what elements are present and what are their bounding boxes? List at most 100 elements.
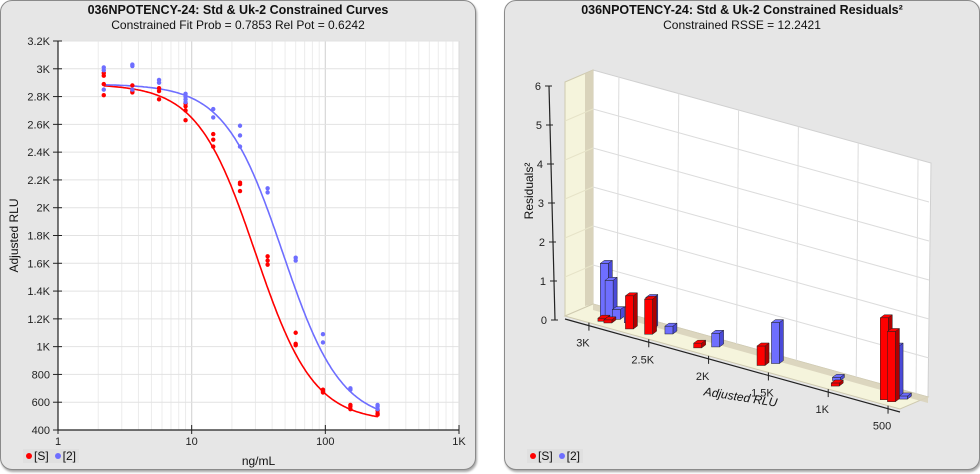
data-point <box>101 87 106 92</box>
x-tick-label: 1K <box>452 436 466 448</box>
red-dot-icon <box>26 453 32 459</box>
x-tick-label: 10 <box>186 436 198 448</box>
curves-chart-panel: 036NPOTENCY-24: Std & Uk-2 Constrained C… <box>0 0 476 470</box>
residual-bar <box>604 280 614 318</box>
y-tick-label: 3.2K <box>27 36 50 48</box>
legend-item-unknown-2[interactable]: [2] <box>558 449 581 463</box>
residual-bar <box>830 382 840 387</box>
data-point <box>293 343 298 348</box>
data-point <box>265 254 270 259</box>
y-tick-label: 1K <box>37 342 51 354</box>
legend-item-unknown-2[interactable]: [2] <box>54 449 77 463</box>
data-point <box>293 258 298 263</box>
curves-legend: [S] [2] <box>23 449 80 463</box>
side-wall-shade <box>585 70 593 306</box>
data-point <box>183 104 188 109</box>
data-point <box>183 99 188 105</box>
curves-chart-title: 036NPOTENCY-24: Std & Uk-2 Constrained C… <box>87 3 389 17</box>
blue-dot-icon <box>558 453 565 459</box>
residual-bar <box>644 298 653 335</box>
residual-bar <box>711 333 720 348</box>
data-point <box>265 258 270 263</box>
data-point <box>156 80 162 85</box>
residuals-legend: [S] [2] <box>527 449 584 463</box>
data-point <box>237 123 243 128</box>
x-tick-label: 1 <box>55 436 61 448</box>
y-tick-label: 1.2K <box>27 314 50 326</box>
x-tick-label: 500 <box>873 421 891 433</box>
data-point <box>211 144 216 149</box>
data-point <box>183 117 188 123</box>
x-tick-label: 1.5K <box>751 387 774 399</box>
y-tick-label: 1.6K <box>27 258 50 270</box>
residual-bar <box>771 322 780 364</box>
residual-bar <box>880 317 889 400</box>
residual-bar <box>603 319 613 324</box>
data-point <box>211 131 216 137</box>
y-tick-label: 1.4K <box>27 286 50 298</box>
data-point <box>237 144 243 149</box>
residuals-chart-subtitle: Constrained RSSE = 12.2421 <box>663 18 821 32</box>
residual-bar <box>756 345 766 366</box>
data-point <box>130 63 135 69</box>
fit-curve <box>103 85 378 418</box>
data-point <box>183 108 188 113</box>
x-tick-label: 2K <box>696 371 710 383</box>
data-point <box>320 340 326 345</box>
residuals-3d-plot: 0123456Residuals²3K2.5K2K1.5K1K500Adjust… <box>522 69 932 433</box>
data-point <box>375 412 380 417</box>
data-point <box>320 331 326 337</box>
y-tick-label: 2.8K <box>27 92 50 104</box>
data-point <box>211 137 216 142</box>
residual-bar <box>693 342 702 349</box>
y-tick-label: 2.4K <box>27 147 50 159</box>
data-point <box>237 133 243 138</box>
y-axis-label: Adjusted RLU <box>7 198 21 272</box>
data-point <box>156 88 162 94</box>
data-point <box>101 81 106 87</box>
legend-label: [2] <box>62 449 77 463</box>
data-point <box>293 330 298 335</box>
legend-item-standard[interactable]: [S] <box>26 449 49 463</box>
data-point <box>130 83 135 88</box>
y-tick-label: 2.2K <box>27 175 50 187</box>
x-tick-label: 2.5K <box>631 354 654 366</box>
y-tick-label: 3 <box>538 198 544 210</box>
data-point <box>265 262 270 267</box>
x-tick-label: 1K <box>815 404 829 416</box>
data-point <box>265 186 270 191</box>
data-point <box>265 190 270 195</box>
legend-label: [2] <box>566 449 581 463</box>
residual-bar <box>664 325 674 335</box>
y-axis-label: Residuals² <box>522 163 536 220</box>
legend-label: [S] <box>34 449 49 463</box>
y-tick-label: 600 <box>32 397 50 409</box>
residuals-chart-panel: 036NPOTENCY-24: Std & Uk-2 Constrained R… <box>504 0 980 470</box>
y-tick-label: 1 <box>540 276 546 288</box>
residuals-chart-title: 036NPOTENCY-24: Std & Uk-2 Constrained R… <box>581 3 903 17</box>
y-tick-label: 6 <box>535 81 541 93</box>
residual-bar <box>625 295 634 330</box>
curves-plot: 400 600 800 1K 1.2K 1.4K 1.6K 1.8K 2K 2.2K 2.4K 2.6… <box>7 36 466 468</box>
y-tick-label: 800 <box>32 369 50 381</box>
y-tick-label: 2.6K <box>27 119 50 131</box>
residual-bar <box>899 395 908 400</box>
legend-label: [S] <box>538 449 553 463</box>
data-point <box>237 188 243 194</box>
y-tick-label: 1.8K <box>27 231 50 243</box>
data-point <box>211 115 216 120</box>
y-tick-label: 4 <box>537 159 543 171</box>
data-point <box>101 73 106 78</box>
data-point <box>237 181 243 187</box>
data-point <box>101 92 106 98</box>
x-tick-label: 3K <box>576 338 590 350</box>
red-dot-icon <box>530 453 536 459</box>
data-point <box>101 67 106 73</box>
y-tick-label: 5 <box>536 120 542 132</box>
data-point <box>375 406 380 412</box>
y-tick-label: 3K <box>37 64 51 76</box>
legend-item-standard[interactable]: [S] <box>530 449 553 463</box>
data-point <box>320 390 326 395</box>
data-point <box>211 106 216 112</box>
curves-chart-subtitle: Constrained Fit Prob = 0.7853 Rel Pot = … <box>111 18 365 32</box>
